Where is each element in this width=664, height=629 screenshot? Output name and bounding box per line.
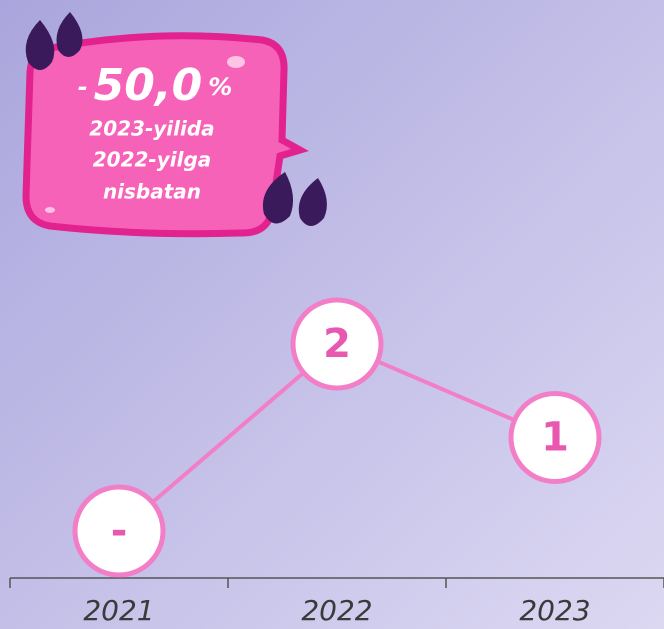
value-label: 2 (323, 321, 351, 367)
point (72, 484, 166, 578)
badge-shape (22, 32, 309, 238)
drop (298, 178, 327, 226)
x-tick-label: 2023 (519, 594, 590, 627)
drop (56, 12, 83, 57)
badge-unit: % (208, 73, 232, 101)
value-label: 1 (541, 415, 569, 461)
badge: -50,0% 2023-yilida 2022-yilga nisbatan (22, 12, 327, 238)
drop (25, 20, 55, 70)
highlight (227, 56, 245, 68)
value-label: - (111, 508, 128, 554)
drop (262, 172, 294, 224)
badge-line: 2023-yilida (89, 117, 214, 141)
x-tick-label: 2022 (301, 594, 372, 627)
badge-value: -50,0% (78, 60, 233, 111)
x-tick-label: 2021 (83, 594, 154, 627)
badge-sign: - (78, 73, 88, 101)
point (508, 391, 602, 484)
badge-number: 50,0 (94, 60, 203, 111)
highlight (45, 207, 55, 213)
badge-line: nisbatan (103, 180, 201, 204)
badge-line: 2022-yilga (93, 148, 212, 172)
point (290, 297, 384, 391)
